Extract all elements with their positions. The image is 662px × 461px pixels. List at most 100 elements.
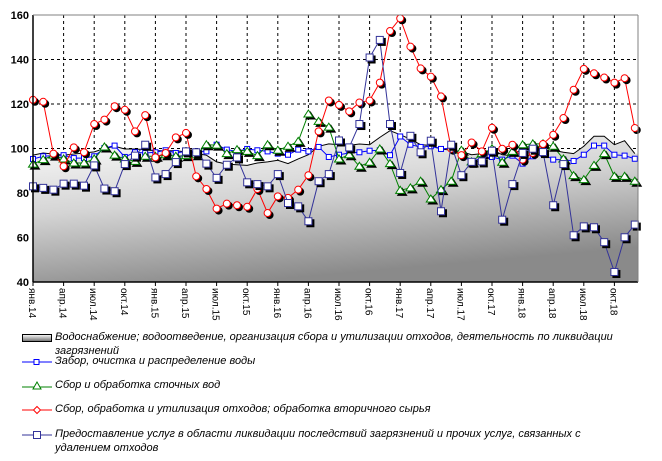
data-point	[619, 171, 631, 180]
data-point	[284, 199, 292, 208]
data-point	[447, 140, 456, 149]
area-fill	[33, 130, 638, 282]
data-point	[588, 160, 600, 169]
data-point	[426, 72, 435, 81]
data-point	[547, 141, 559, 150]
data-point	[498, 215, 507, 224]
data-point	[324, 170, 333, 179]
data-point	[335, 136, 343, 145]
data-point	[579, 64, 588, 73]
legend-item-waste-collection: Сбор, обработка и утилизация отходов; об…	[22, 402, 635, 416]
data-point	[356, 149, 363, 156]
data-point	[80, 148, 88, 157]
data-point	[610, 78, 619, 87]
data-point	[139, 151, 151, 160]
data-point	[212, 173, 221, 182]
data-point	[305, 148, 312, 155]
data-point	[212, 204, 221, 213]
data-point	[568, 170, 580, 180]
data-point	[394, 185, 406, 194]
data-point	[467, 157, 476, 166]
y-tick-label: 80	[17, 188, 29, 200]
data-point	[294, 202, 303, 211]
data-point	[222, 199, 231, 208]
data-point	[90, 161, 99, 170]
series-large-square	[29, 35, 641, 278]
data-point	[498, 144, 507, 153]
data-point	[506, 146, 518, 155]
legend-swatch-square-marker	[22, 355, 52, 367]
data-point	[202, 159, 211, 168]
data-point	[314, 127, 323, 136]
data-point	[59, 162, 68, 171]
data-point	[539, 140, 547, 149]
data-point	[630, 220, 639, 229]
data-point	[272, 145, 284, 154]
data-point	[243, 202, 252, 211]
data-point	[282, 141, 294, 150]
data-point	[292, 136, 304, 145]
data-point	[591, 142, 597, 149]
data-point	[314, 177, 323, 186]
data-point	[438, 145, 444, 152]
legend-label: Забор, очистка и распределение воды	[55, 355, 256, 367]
data-point	[233, 201, 241, 210]
data-point	[141, 140, 150, 149]
data-point	[171, 133, 180, 142]
data-point	[192, 148, 201, 157]
y-tick-label: 140	[11, 55, 29, 67]
data-point	[457, 151, 466, 160]
x-tick-label: апр.17	[424, 288, 435, 319]
data-point	[69, 143, 78, 152]
data-point	[631, 155, 638, 162]
data-point	[580, 151, 587, 158]
data-point	[37, 154, 49, 164]
data-point	[425, 194, 437, 203]
y-tick-label: 100	[11, 144, 29, 156]
legend-item-wastewater: Сбор и обработка сточных вод	[22, 378, 635, 392]
data-point	[364, 157, 376, 166]
data-point	[262, 139, 274, 149]
data-point	[559, 160, 568, 169]
data-point	[426, 136, 435, 145]
x-tick-label: июл.14	[87, 288, 98, 321]
data-point	[221, 148, 233, 158]
data-point	[131, 151, 139, 160]
legend-label: Сбор, обработка и утилизация отходов; об…	[55, 403, 431, 415]
legend-item-remediation-services: Предоставление услуг в области ликвидаци…	[22, 427, 635, 455]
data-point	[39, 183, 48, 192]
data-point	[611, 151, 618, 158]
data-point	[384, 158, 396, 168]
data-point	[345, 107, 354, 116]
data-point	[58, 154, 70, 163]
data-point	[365, 53, 374, 62]
data-point	[315, 143, 322, 150]
data-point	[355, 120, 364, 129]
data-point	[241, 146, 253, 155]
data-point	[590, 223, 598, 232]
data-point	[415, 176, 427, 185]
x-tick-label: апр.18	[546, 288, 557, 319]
x-tick-label: июл.15	[210, 288, 221, 321]
data-point	[608, 171, 620, 180]
data-point	[375, 78, 384, 87]
data-point	[396, 168, 405, 177]
data-point	[477, 147, 486, 156]
x-tick-label: апр.15	[179, 288, 190, 319]
data-point	[406, 42, 415, 51]
data-point	[549, 130, 558, 139]
data-point	[445, 176, 457, 185]
data-point	[600, 73, 609, 82]
data-point	[233, 153, 241, 162]
x-tick-label: апр.14	[57, 288, 68, 319]
data-point	[601, 142, 608, 149]
data-point	[343, 149, 355, 159]
legend-swatch-triangle-marker	[22, 379, 52, 391]
x-tick-label: янв.17	[393, 288, 404, 319]
data-point	[253, 180, 262, 189]
data-point	[109, 150, 121, 159]
data-point	[630, 124, 639, 133]
data-point	[404, 182, 416, 192]
data-point	[49, 185, 58, 194]
y-tick-label: 40	[17, 277, 29, 289]
